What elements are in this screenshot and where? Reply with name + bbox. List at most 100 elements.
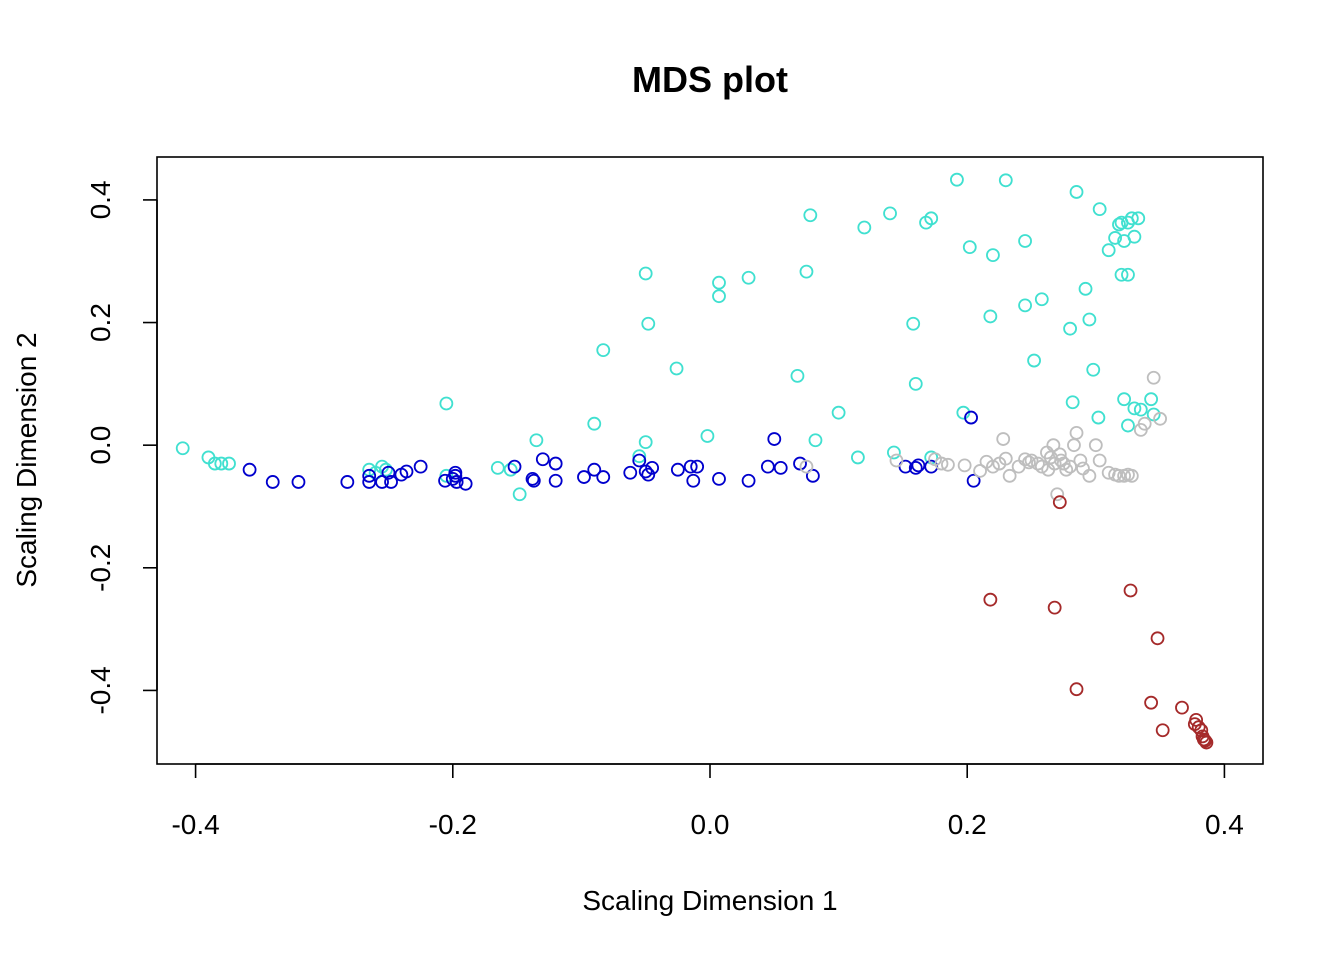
data-point bbox=[1050, 487, 1065, 502]
data-point bbox=[686, 473, 701, 488]
data-point bbox=[381, 465, 396, 480]
data-point bbox=[548, 473, 563, 488]
data-point bbox=[908, 460, 923, 475]
data-point bbox=[669, 361, 684, 376]
data-point bbox=[1175, 700, 1189, 715]
data-point bbox=[1127, 401, 1142, 416]
data-point bbox=[449, 475, 464, 489]
data-point bbox=[340, 475, 355, 489]
data-point bbox=[445, 471, 460, 486]
data-point bbox=[1082, 312, 1097, 327]
data-point bbox=[805, 468, 820, 483]
data-point bbox=[641, 316, 656, 331]
data-point bbox=[1127, 229, 1142, 244]
data-point bbox=[1137, 416, 1152, 431]
series-2 bbox=[242, 410, 981, 491]
data-point bbox=[1034, 459, 1049, 474]
data-point bbox=[1069, 682, 1084, 697]
data-point bbox=[683, 459, 698, 474]
data-point bbox=[983, 309, 998, 324]
data-point bbox=[1092, 202, 1107, 217]
data-point bbox=[1067, 438, 1081, 453]
data-point bbox=[906, 316, 921, 331]
data-point bbox=[638, 435, 653, 450]
data-point bbox=[1034, 292, 1049, 307]
data-point bbox=[535, 452, 550, 467]
data-point bbox=[1069, 426, 1084, 440]
data-point bbox=[1018, 234, 1032, 248]
y-tick-label: 0.2 bbox=[85, 303, 116, 342]
data-point bbox=[1024, 453, 1039, 468]
data-point bbox=[1086, 362, 1101, 377]
y-tick-label: 0.4 bbox=[85, 180, 116, 219]
data-point bbox=[1088, 438, 1103, 453]
data-point bbox=[175, 441, 190, 456]
data-point bbox=[632, 453, 647, 468]
data-point bbox=[490, 460, 505, 475]
data-point bbox=[1018, 452, 1032, 467]
data-point bbox=[1069, 185, 1084, 199]
data-point bbox=[596, 470, 611, 484]
data-points bbox=[175, 172, 1214, 750]
data-point bbox=[1056, 456, 1071, 471]
data-point bbox=[596, 343, 611, 358]
y-tick-label: 0.0 bbox=[85, 426, 116, 465]
data-point bbox=[503, 462, 518, 477]
data-point bbox=[964, 410, 978, 425]
data-point bbox=[908, 376, 923, 391]
series-4 bbox=[983, 495, 1214, 750]
data-point bbox=[623, 465, 638, 480]
data-point bbox=[587, 416, 602, 431]
data-point bbox=[242, 462, 257, 477]
data-point bbox=[1191, 720, 1206, 735]
data-point bbox=[957, 458, 972, 473]
data-point bbox=[587, 462, 602, 477]
data-point bbox=[887, 445, 901, 460]
data-point bbox=[1117, 392, 1132, 407]
data-point bbox=[384, 475, 398, 489]
data-point bbox=[1031, 456, 1045, 471]
data-point bbox=[1131, 211, 1146, 226]
x-tick-label: 0.4 bbox=[1205, 809, 1244, 840]
data-point bbox=[1047, 600, 1062, 615]
data-point bbox=[712, 275, 726, 290]
data-point bbox=[439, 396, 454, 411]
data-point bbox=[712, 471, 726, 486]
data-point bbox=[741, 270, 756, 285]
data-point bbox=[1153, 411, 1168, 426]
data-point bbox=[645, 460, 660, 475]
data-point bbox=[548, 456, 563, 471]
data-point bbox=[1146, 370, 1161, 385]
data-point bbox=[911, 458, 926, 473]
data-point bbox=[1063, 459, 1077, 474]
data-point bbox=[1059, 462, 1074, 477]
data-point bbox=[413, 459, 428, 474]
data-point bbox=[962, 240, 977, 255]
data-point bbox=[399, 464, 414, 479]
data-point bbox=[1092, 453, 1107, 468]
data-point bbox=[1124, 468, 1139, 483]
data-point bbox=[760, 459, 775, 474]
data-point bbox=[1133, 402, 1148, 417]
data-point bbox=[638, 266, 653, 281]
x-tick-label: -0.2 bbox=[429, 809, 477, 840]
plot-frame bbox=[156, 156, 1264, 765]
data-point bbox=[375, 475, 389, 489]
data-point bbox=[986, 459, 1000, 474]
data-point bbox=[996, 432, 1011, 446]
series-1 bbox=[175, 172, 1161, 502]
data-point bbox=[526, 473, 541, 488]
data-point bbox=[998, 173, 1013, 188]
data-point bbox=[1027, 353, 1041, 368]
data-point bbox=[670, 462, 685, 477]
data-point bbox=[1121, 418, 1135, 433]
data-point bbox=[1046, 438, 1061, 453]
data-point bbox=[1101, 243, 1116, 258]
data-point bbox=[1063, 321, 1077, 336]
data-point bbox=[529, 433, 544, 448]
data-point bbox=[924, 211, 939, 226]
data-point bbox=[983, 592, 998, 607]
data-point bbox=[1199, 735, 1214, 750]
data-point bbox=[632, 449, 647, 464]
data-point bbox=[379, 462, 393, 477]
